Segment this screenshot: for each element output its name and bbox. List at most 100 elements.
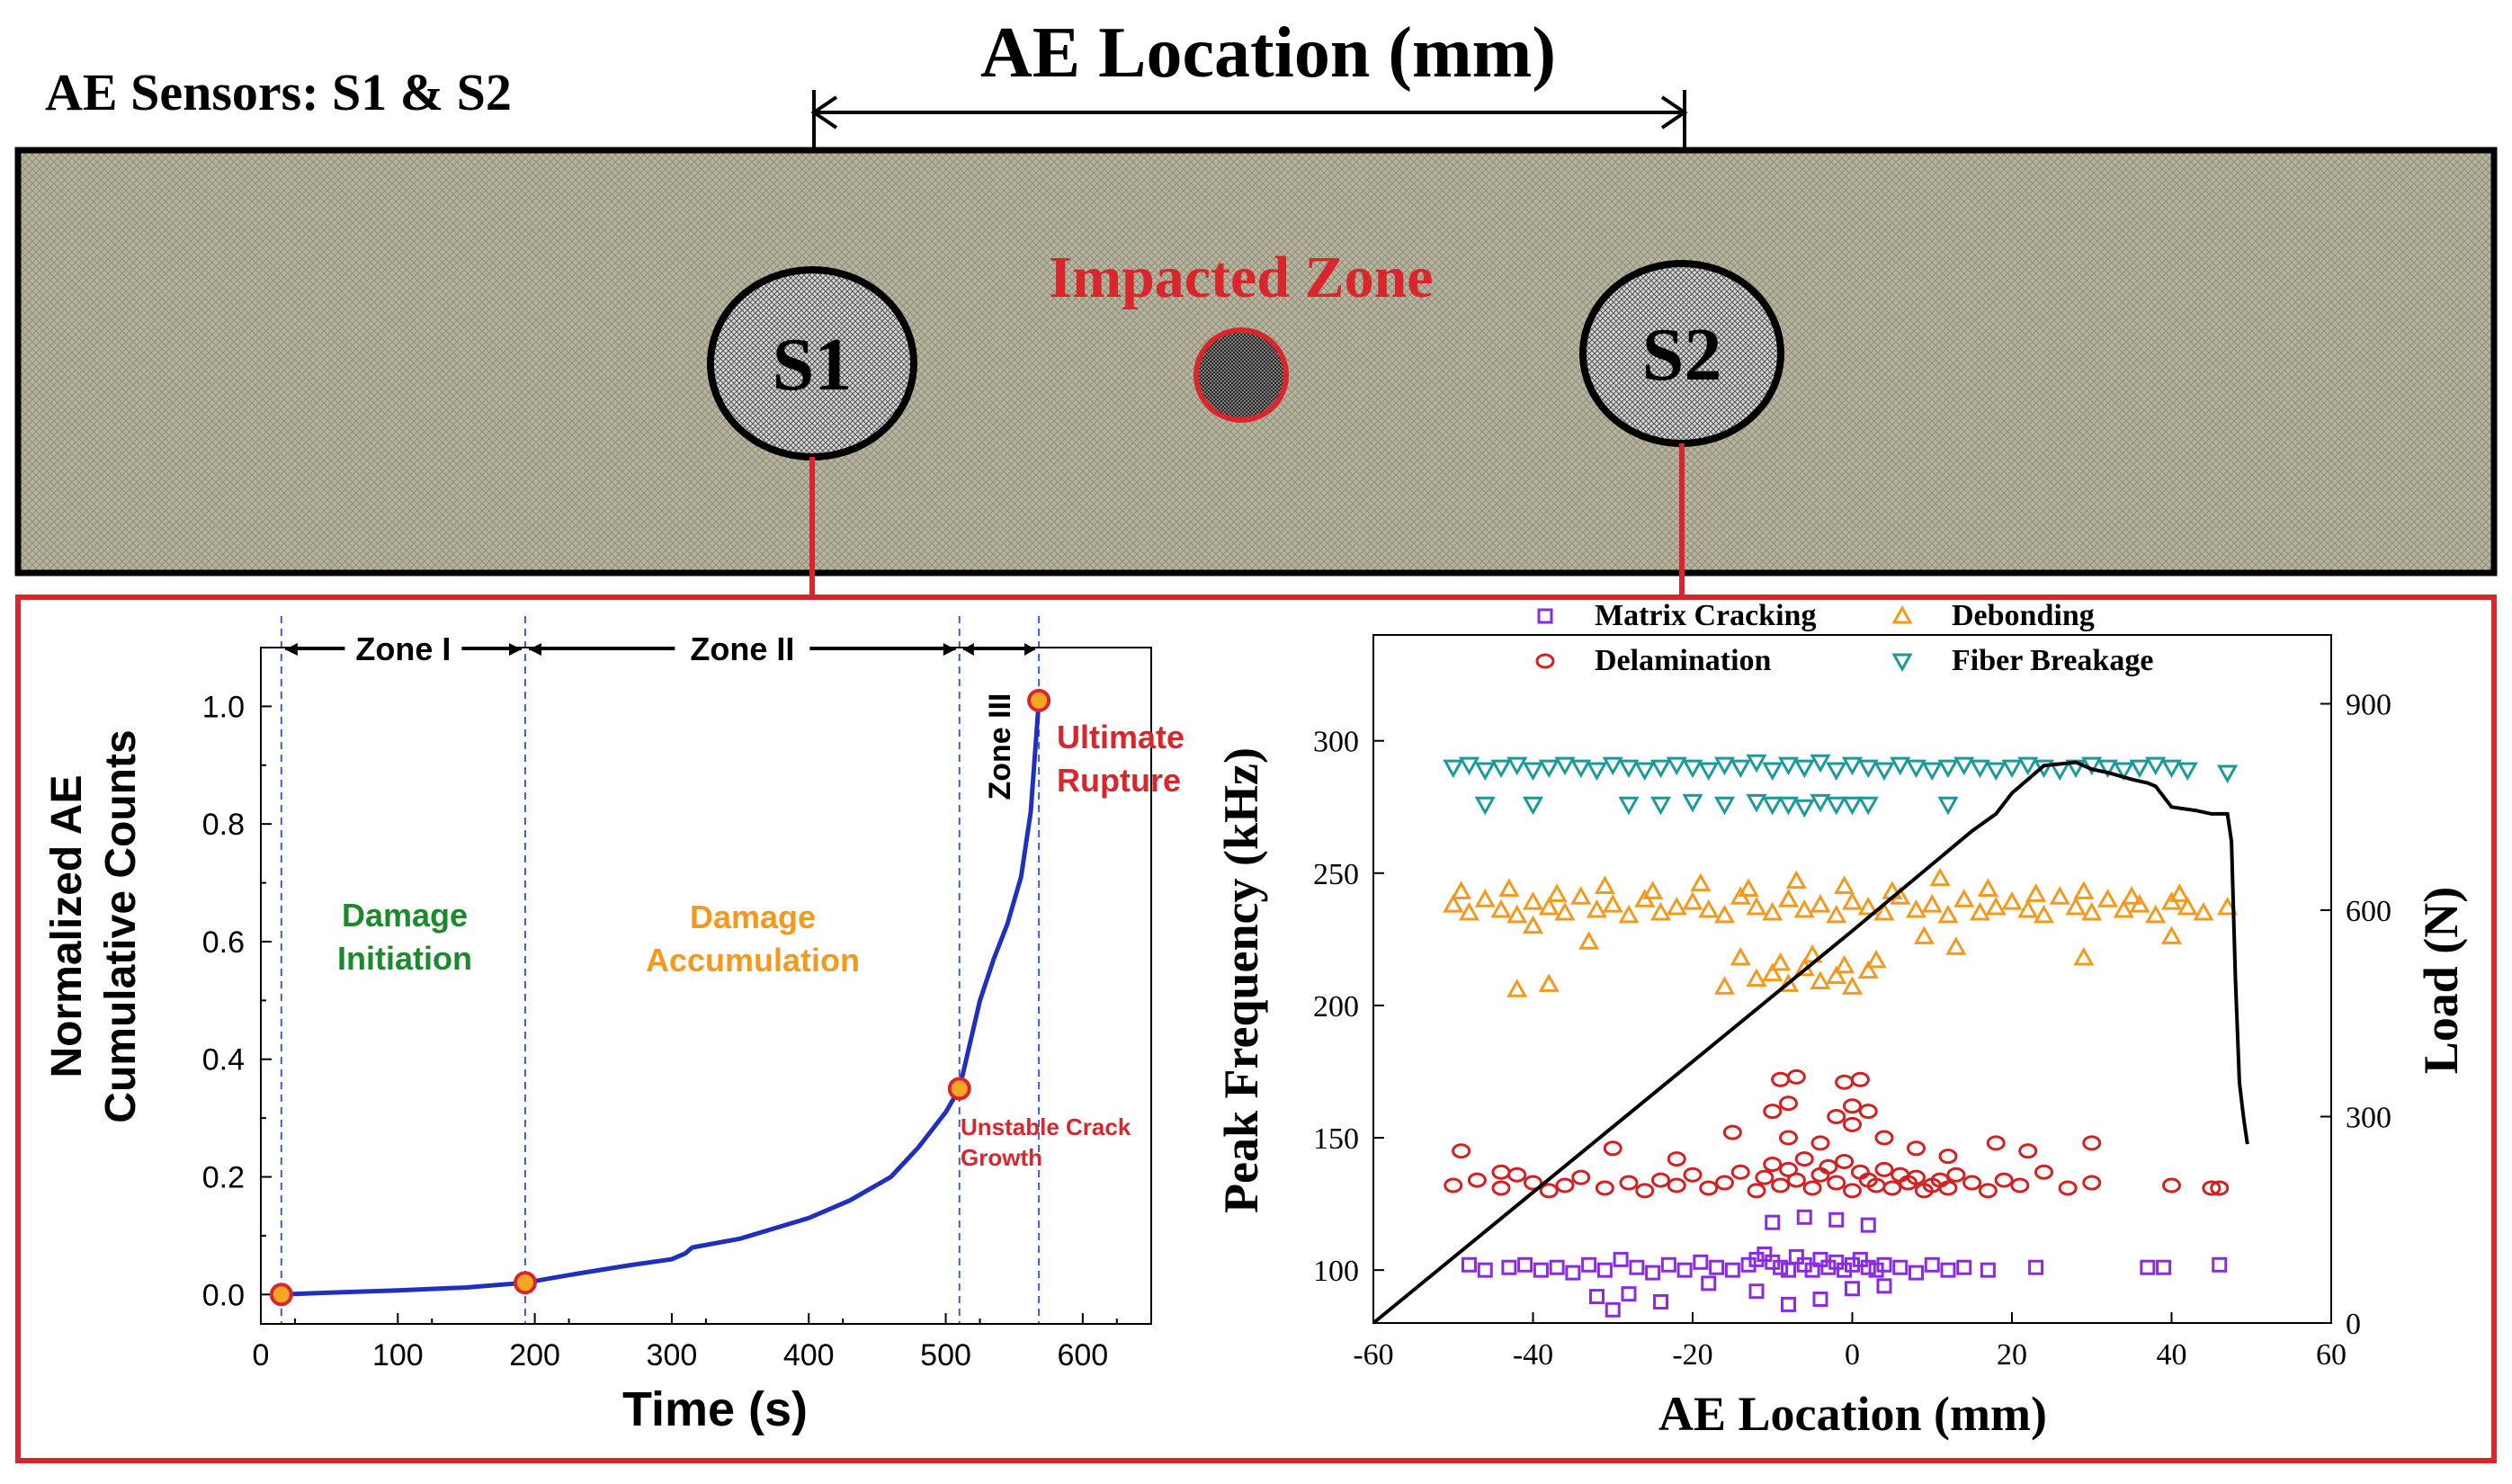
chart1-x-tick-label: 500: [920, 1338, 971, 1372]
debonding-point: [2113, 898, 2134, 918]
unstable-crack-label-2: Growth: [961, 1144, 1042, 1171]
stage-marker: [269, 1283, 293, 1307]
delamination-point: [1619, 1175, 1639, 1191]
debonding-point: [1698, 898, 1720, 918]
debonding-point: [1490, 898, 1512, 918]
chart2-y-tick-label: 200: [1313, 990, 1359, 1024]
chart2-y-tick-label: 300: [1313, 726, 1359, 759]
delamination-point: [1843, 1098, 1862, 1114]
chart2-x-tick-label: 40: [2157, 1338, 2187, 1372]
chart2-y2-label: Load (N): [2414, 887, 2468, 1075]
chart1-x-tick-label: 100: [372, 1338, 424, 1372]
chart1-y-tick-label: 0.6: [202, 925, 245, 960]
debonding-point: [1642, 881, 1664, 899]
debonding-point: [1690, 872, 1712, 892]
delamination-point: [1603, 1140, 1623, 1157]
chart2-y2-tick-label: 600: [2346, 895, 2391, 928]
debonding-point: [1451, 881, 1472, 899]
sensor-s2: S2: [1579, 260, 1784, 447]
matrix-cracking-point: [1804, 1262, 1820, 1278]
delamination-point: [1779, 1161, 1798, 1177]
delamination-point: [1452, 1143, 1471, 1159]
chart2-y2-ticks: 0 300 600 900: [2320, 689, 2391, 1341]
debonding-point: [1682, 891, 1703, 910]
damage-accumulation-label-1: Damage: [690, 898, 816, 935]
delamination-point: [1819, 1158, 1838, 1175]
matrix-cracking-point: [1757, 1247, 1773, 1262]
fiber-breakage-point: [1634, 762, 1656, 782]
debonding-point: [1506, 979, 1528, 997]
sensor-s1: S1: [707, 266, 917, 460]
legend-label: Matrix Cracking: [1595, 599, 1816, 632]
fiber-breakage-point: [2145, 756, 2167, 776]
matrix-cracking-point: [1812, 1292, 1828, 1308]
chart1-x-tick-label: 300: [647, 1338, 698, 1372]
matrix-cracking-point: [1812, 1251, 1828, 1267]
delamination-point: [1810, 1135, 1830, 1151]
fiber-breakage-point: [1937, 796, 1959, 816]
stage-marker: [513, 1271, 537, 1295]
sensors-label: AE Sensors: S1 & S2: [45, 63, 512, 121]
fiber-breakage-point: [1649, 796, 1672, 816]
delamination-point: [2202, 1180, 2221, 1196]
delamination-point: [2018, 1143, 2038, 1159]
fiber-breakage-point: [1890, 756, 1911, 776]
zone-labels: Zone I Zone II Zone III: [284, 630, 1036, 800]
delamination-point: [2082, 1175, 2102, 1191]
delamination-point: [1524, 1175, 1542, 1191]
debonding-point: [1554, 901, 1576, 921]
ultimate-rupture-label-2: Rupture: [1057, 762, 1181, 799]
fiber-breakage-point: [1762, 762, 1783, 782]
delamination-point: [1858, 1104, 1878, 1120]
matrix-cracking-point: [2028, 1259, 2044, 1275]
debonding-point: [1913, 925, 1935, 944]
chart1-y-tick-label: 1.0: [202, 690, 245, 724]
zone-arrow-right: [943, 643, 956, 656]
matrix-cracking-point: [1860, 1217, 1876, 1233]
delamination-point: [1683, 1167, 1703, 1183]
chart2-y-label: Peak Frequency (kHz): [1214, 747, 1268, 1213]
debonding-point: [1474, 889, 1496, 907]
debonding-point: [2160, 925, 2183, 944]
fiber-breakage-point: [2217, 764, 2239, 784]
debonding-point: [1506, 904, 1528, 924]
chart2-x-tick-label: -40: [1513, 1338, 1553, 1372]
fiber-breakage-point: [1474, 796, 1496, 816]
damage-initiation-label-1: Damage: [342, 897, 468, 934]
matrix-cracking-point: [1876, 1278, 1892, 1294]
chart1-x-ticks: 0 100 200 300 400 500 600: [253, 1313, 1118, 1372]
debonding-point: [1841, 976, 1864, 995]
debonding-point: [1777, 973, 1800, 992]
debonding-point: [2025, 883, 2047, 902]
chart1-y-label-line1: Normalized AE: [43, 775, 91, 1078]
debonding-point: [1977, 878, 1998, 897]
matrix-cracking-point: [1621, 1286, 1637, 1302]
matrix-cracking-point: [1788, 1248, 1804, 1265]
debonding-point: [2096, 889, 2119, 907]
fiber-breakage-point: [1810, 793, 1831, 813]
fiber-breakage-point: [1730, 759, 1751, 779]
legend-label: Fiber Breakage: [1952, 644, 2153, 677]
matrix-cracking-point: [1629, 1259, 1645, 1275]
matrix-cracking-point: [1581, 1256, 1597, 1273]
delamination-point: [1994, 1172, 2014, 1188]
fiber-breakage-point: [1826, 796, 1847, 816]
ultimate-rupture-label-1: Ultimate: [1057, 719, 1184, 755]
delamination-point: [1786, 1172, 1806, 1188]
delamination-point: [1699, 1180, 1719, 1196]
fiber-breakage-point: [1618, 796, 1640, 816]
fiber-breakage-point: [1490, 759, 1512, 779]
legend-label: Debonding: [1952, 599, 2095, 632]
debonding-point: [1713, 976, 1736, 995]
fiber-breakage-point: [1746, 754, 1767, 773]
delamination-point: [1667, 1177, 1686, 1193]
debonding-point: [1929, 867, 1951, 887]
zone-label: Zone III: [983, 693, 1017, 800]
debonding-point: [1458, 901, 1480, 921]
debonding-point: [1857, 960, 1879, 979]
debonding-point: [1777, 889, 1800, 907]
fiber-breakage-point: [1841, 756, 1864, 776]
chart2-x-label: AE Location (mm): [1658, 1387, 2047, 1441]
fiber-breakage-point: [1841, 796, 1864, 816]
delamination-point: [1722, 1124, 1742, 1140]
